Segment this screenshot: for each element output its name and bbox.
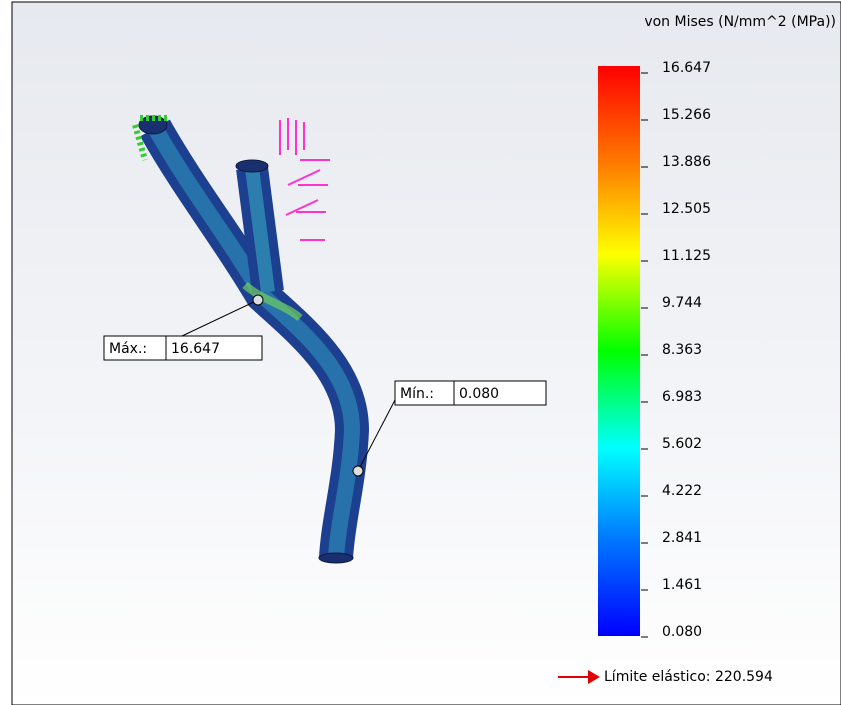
tick-label: 2.841 xyxy=(662,530,702,546)
viewport: Máx.: 16.647 Mín.: 0.080 von Mises (N/mm… xyxy=(0,0,841,705)
tick-label: 8.363 xyxy=(662,342,702,358)
color-bar xyxy=(598,66,640,636)
tick-label: 0.080 xyxy=(662,624,702,640)
tick-label: 4.222 xyxy=(662,483,702,499)
tick-label: 1.461 xyxy=(662,577,702,593)
tick-label: 5.602 xyxy=(662,436,702,452)
tick-label: 6.983 xyxy=(662,389,702,405)
tick-label: 13.886 xyxy=(662,154,711,170)
tick-label: 11.125 xyxy=(662,248,711,264)
legend-title: von Mises (N/mm^2 (MPa)) xyxy=(644,14,836,30)
tick-label: 16.647 xyxy=(662,60,711,76)
yield-limit: Límite elástico: 220.594 xyxy=(558,669,773,685)
tick-label: 9.744 xyxy=(662,295,702,311)
probe-label: Máx.: xyxy=(109,341,147,357)
page: Máx.: 16.647 Mín.: 0.080 von Mises (N/mm… xyxy=(0,0,841,705)
yield-label: Límite elástico: 220.594 xyxy=(604,669,773,685)
probe-value: 16.647 xyxy=(171,341,220,357)
tick-label: 15.266 xyxy=(662,107,711,123)
probe-value: 0.080 xyxy=(459,386,499,402)
probe-label: Mín.: xyxy=(400,386,434,402)
tick-label: 12.505 xyxy=(662,201,711,217)
